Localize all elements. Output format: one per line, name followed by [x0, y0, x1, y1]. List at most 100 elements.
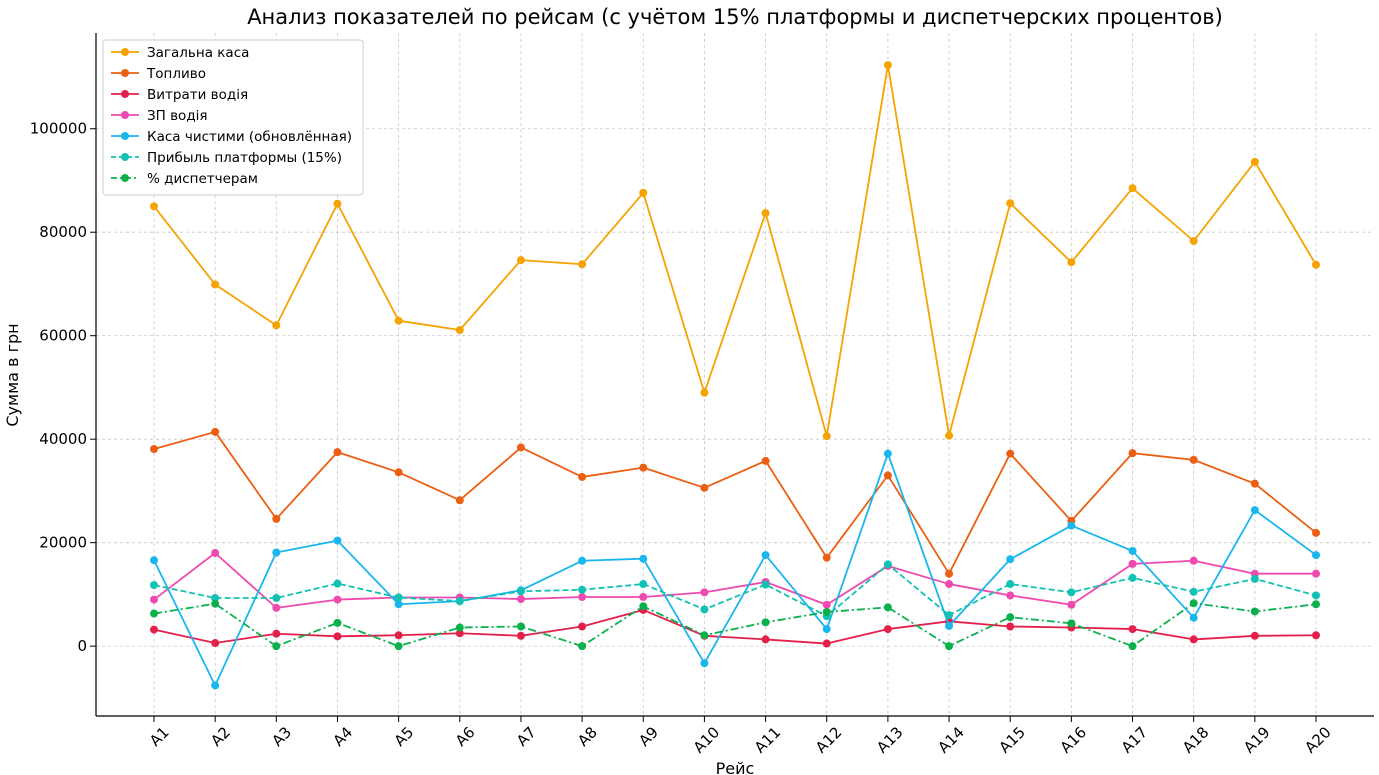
- data-point: [1067, 588, 1076, 597]
- legend-item: Витрати водія: [111, 87, 248, 103]
- data-point: [1189, 556, 1198, 565]
- x-tick-label: A2: [207, 723, 234, 750]
- legend-label: ЗП водія: [147, 108, 208, 124]
- x-tick-label: A17: [1118, 723, 1151, 756]
- x-tick-label: A19: [1240, 723, 1273, 756]
- data-point: [945, 621, 954, 630]
- data-point: [822, 625, 831, 634]
- series-4: [150, 449, 1320, 690]
- data-point: [883, 61, 892, 70]
- data-point: [700, 483, 709, 492]
- legend-item: Прибыль платформы (15%): [111, 150, 342, 166]
- legend-item: % диспетчерам: [111, 171, 258, 187]
- legend-swatch-marker: [121, 132, 129, 140]
- data-point: [1006, 555, 1015, 564]
- data-point: [1189, 635, 1198, 644]
- x-tick-label: A9: [635, 723, 662, 750]
- y-axis-label: Сумма в грн: [3, 323, 22, 426]
- data-point: [1312, 528, 1320, 537]
- data-point: [945, 580, 954, 589]
- data-point: [1250, 157, 1259, 166]
- y-tick-label: 20000: [39, 534, 87, 552]
- data-point: [1250, 574, 1259, 583]
- data-point: [822, 553, 831, 562]
- data-point: [455, 629, 464, 638]
- x-tick-label: A20: [1301, 723, 1334, 756]
- data-point: [150, 625, 158, 634]
- data-point: [1250, 506, 1259, 515]
- data-point: [394, 468, 403, 477]
- data-point: [455, 326, 464, 335]
- x-tick-label: A13: [873, 723, 906, 756]
- data-point: [1128, 184, 1137, 193]
- data-point: [394, 600, 403, 609]
- series-line: [153, 452, 1317, 687]
- data-point: [1312, 551, 1320, 560]
- legend-label: Прибыль платформы (15%): [147, 150, 342, 166]
- data-point: [945, 431, 954, 440]
- data-point: [150, 581, 158, 590]
- data-point: [761, 456, 770, 465]
- data-point: [333, 536, 342, 545]
- data-point: [211, 427, 220, 436]
- data-point: [211, 549, 220, 558]
- x-tick-label: A5: [391, 723, 418, 750]
- legend-item: Топливо: [111, 66, 206, 82]
- legend-swatch-marker: [121, 69, 129, 77]
- x-tick-label: A1: [146, 723, 173, 750]
- data-point: [822, 639, 831, 648]
- data-point: [883, 449, 892, 458]
- legend-swatch-marker: [121, 153, 129, 161]
- series-line: [153, 563, 1317, 618]
- data-point: [516, 622, 525, 631]
- data-point: [761, 551, 770, 560]
- legend-label: Каса чистими (обновлённая): [147, 129, 352, 145]
- data-point: [700, 631, 709, 640]
- data-point: [455, 496, 464, 505]
- data-point: [1189, 613, 1198, 622]
- x-tick-label: A10: [690, 723, 723, 756]
- data-point: [1312, 569, 1320, 578]
- series-2: [150, 605, 1320, 648]
- series-line: [153, 602, 1317, 648]
- data-point: [761, 618, 770, 627]
- data-point: [578, 592, 587, 601]
- data-point: [211, 639, 220, 648]
- data-point: [150, 556, 158, 565]
- data-point: [578, 622, 587, 631]
- x-tick-label: A4: [329, 723, 356, 750]
- series-layer: [150, 61, 1320, 690]
- x-tick-label: A11: [751, 723, 784, 756]
- x-tick-label: A14: [934, 723, 967, 756]
- x-tick-label: A18: [1179, 723, 1212, 756]
- legend-item: Загальна каса: [111, 45, 249, 61]
- data-point: [883, 471, 892, 480]
- data-point: [150, 202, 158, 211]
- data-point: [333, 618, 342, 627]
- x-tick-label: A15: [995, 723, 1028, 756]
- data-point: [700, 605, 709, 614]
- data-point: [700, 588, 709, 597]
- data-point: [578, 585, 587, 594]
- data-point: [1006, 580, 1015, 589]
- data-point: [333, 632, 342, 641]
- legend-item: ЗП водія: [111, 108, 208, 124]
- data-point: [455, 597, 464, 606]
- x-tick-label: A6: [452, 723, 479, 750]
- data-point: [272, 548, 281, 557]
- series-1: [150, 427, 1320, 578]
- data-point: [761, 580, 770, 589]
- data-point: [1250, 631, 1259, 640]
- data-point: [578, 642, 587, 651]
- data-point: [1312, 591, 1320, 600]
- x-tick-label: A7: [513, 723, 540, 750]
- data-point: [1067, 619, 1076, 628]
- y-tick-label: 100000: [30, 120, 87, 138]
- data-point: [1189, 599, 1198, 608]
- data-point: [150, 609, 158, 618]
- data-point: [333, 199, 342, 208]
- data-point: [333, 579, 342, 588]
- data-point: [1189, 237, 1198, 246]
- data-point: [822, 607, 831, 616]
- legend-swatch-marker: [121, 111, 129, 119]
